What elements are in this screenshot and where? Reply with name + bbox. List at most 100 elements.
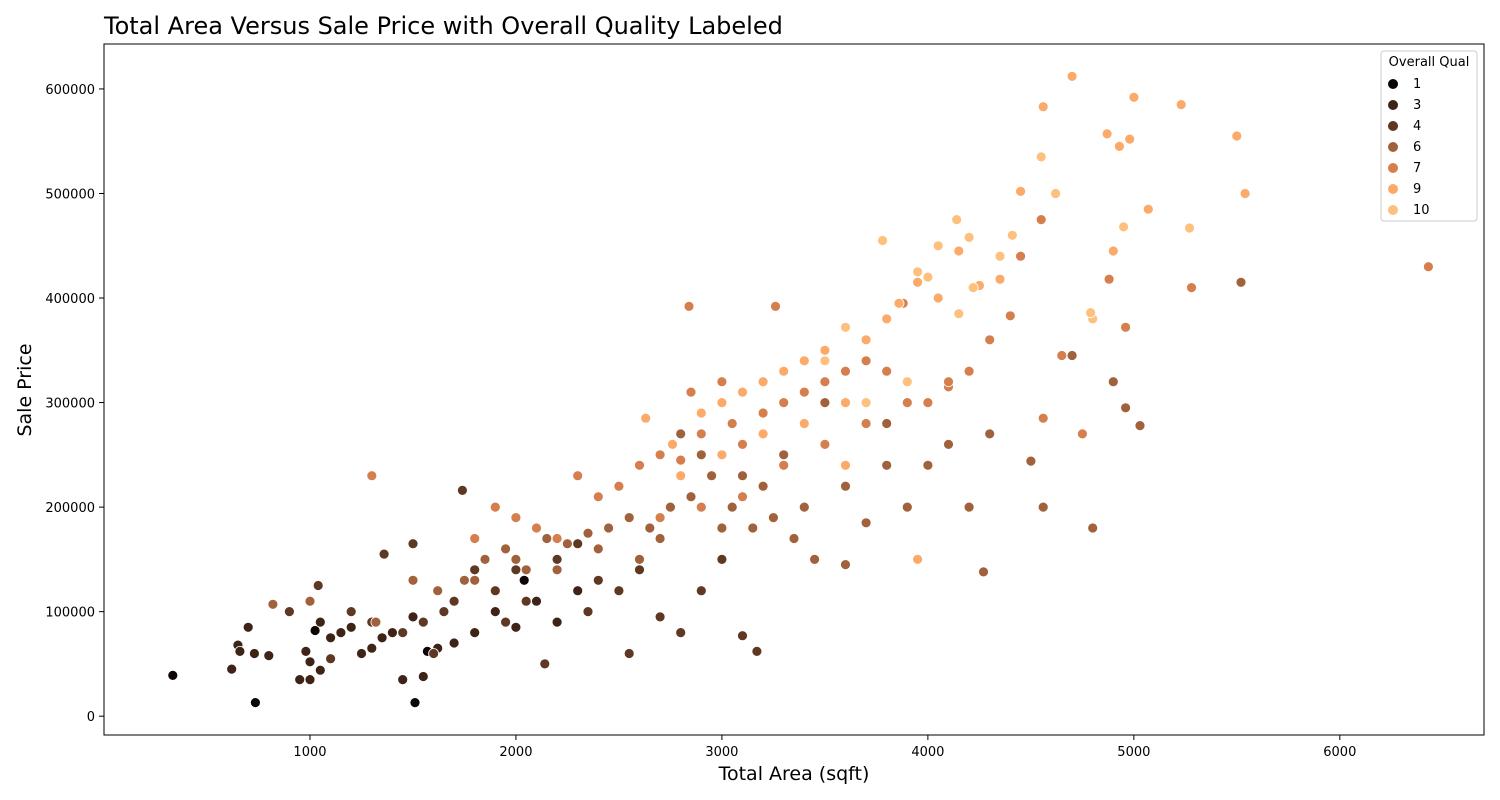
data-point-qual-6: [1134, 420, 1146, 432]
data-point-qual-3: [510, 621, 522, 633]
data-point-qual-3: [551, 616, 563, 628]
y-axis-ticks: 0 100000 200000 300000 400000 500000 600000: [45, 83, 104, 725]
data-points: [167, 71, 1434, 708]
data-point-qual-10: [877, 235, 888, 246]
data-point-qual-9: [798, 355, 810, 367]
data-point-qual-9: [819, 344, 831, 356]
data-point-qual-7: [675, 454, 687, 466]
legend-label-qual-9: 9: [1413, 182, 1421, 197]
data-point-qual-9: [994, 273, 1006, 285]
legend-label-qual-7: 7: [1413, 161, 1421, 176]
legend-marker-qual-3: [1388, 100, 1398, 110]
data-point-qual-7: [1423, 261, 1434, 273]
data-point-qual-9: [695, 407, 707, 419]
data-point-qual-4: [500, 616, 512, 628]
data-point-qual-3: [294, 674, 306, 685]
data-point-qual-7: [489, 501, 501, 513]
data-point-qual-3: [300, 646, 312, 657]
data-point-qual-4: [695, 585, 707, 597]
data-point-qual-9: [675, 470, 687, 482]
data-point-qual-3: [242, 621, 254, 633]
data-point-qual-6: [458, 574, 470, 586]
data-point-qual-6: [304, 595, 316, 607]
data-point-qual-4: [407, 538, 419, 550]
chart-title: Total Area Versus Sale Price with Overal…: [103, 12, 783, 40]
data-point-qual-6: [840, 559, 851, 570]
legend-title: Overall Qual: [1389, 55, 1470, 70]
legend-marker-qual-9: [1388, 184, 1398, 194]
data-point-qual-7: [1103, 273, 1115, 285]
data-point-qual-9: [1239, 188, 1251, 199]
data-point-qual-7: [654, 449, 666, 461]
data-point-qual-4: [489, 585, 501, 597]
legend-marker-qual-1: [1388, 79, 1398, 89]
data-point-qual-6: [1235, 276, 1247, 288]
data-point-qual-4: [345, 606, 357, 617]
data-point-qual-7: [551, 533, 563, 544]
data-point-qual-4: [438, 606, 450, 617]
data-point-qual-6: [716, 522, 728, 534]
data-point-qual-6: [840, 480, 851, 492]
data-point-qual-9: [667, 438, 678, 450]
y-axis-label: Sale Price: [14, 343, 36, 436]
data-point-qual-7: [881, 365, 893, 377]
data-point-qual-6: [1037, 501, 1049, 513]
data-point-qual-10: [1035, 151, 1047, 163]
data-point-qual-6: [644, 522, 656, 534]
data-point-qual-3: [469, 627, 481, 638]
data-point-qual-10: [932, 240, 944, 252]
data-point-qual-10: [1050, 188, 1061, 199]
data-point-qual-3: [226, 663, 238, 675]
data-point-qual-7: [613, 480, 625, 492]
y-tick-label: 100000: [45, 606, 95, 621]
data-point-qual-4: [520, 595, 532, 607]
data-point-qual-6: [520, 564, 532, 576]
data-point-qual-6: [510, 554, 522, 565]
x-axis-ticks: 1000 2000 3000 4000 5000 6000: [293, 735, 1356, 760]
y-tick-label: 500000: [45, 187, 95, 202]
data-point-qual-9: [1101, 128, 1113, 140]
data-point-qual-7: [860, 418, 872, 429]
data-point-qual-4: [675, 627, 687, 638]
legend-label-qual-4: 4: [1413, 119, 1421, 134]
data-point-qual-7: [901, 397, 913, 409]
data-point-qual-10: [860, 397, 872, 409]
data-point-qual-6: [943, 438, 954, 450]
data-point-qual-7: [1004, 310, 1016, 322]
legend-marker-qual-4: [1388, 121, 1398, 131]
data-point-qual-3: [304, 656, 316, 668]
data-point-qual-7: [778, 459, 790, 471]
data-point-qual-6: [634, 554, 645, 565]
data-point-qual-6: [665, 501, 676, 513]
data-point-qual-6: [469, 574, 481, 586]
data-point-qual-6: [798, 501, 810, 513]
data-point-qual-6: [500, 543, 512, 555]
x-tick-label: 5000: [1117, 745, 1150, 760]
data-point-qual-4: [456, 484, 468, 496]
data-point-qual-10: [1184, 222, 1195, 234]
data-point-qual-10: [819, 355, 831, 367]
data-point-qual-6: [432, 585, 444, 597]
data-point-qual-6: [922, 459, 934, 471]
data-point-qual-9: [860, 334, 872, 346]
y-tick-label: 400000: [45, 292, 95, 307]
data-point-qual-4: [613, 585, 625, 597]
data-point-qual-7: [757, 407, 769, 419]
data-point-qual-3: [376, 632, 388, 644]
data-point-qual-1: [309, 625, 321, 636]
data-point-qual-6: [541, 533, 553, 544]
x-tick-label: 3000: [705, 745, 738, 760]
data-point-qual-9: [912, 554, 923, 565]
data-point-qual-6: [984, 428, 996, 440]
data-point-qual-7: [984, 334, 996, 346]
data-point-qual-9: [1124, 133, 1136, 145]
data-point-qual-7: [840, 365, 851, 377]
data-point-qual-9: [1128, 91, 1140, 103]
data-point-qual-10: [922, 271, 934, 283]
data-point-qual-6: [479, 554, 491, 565]
data-point-qual-6: [768, 512, 779, 523]
data-point-qual-9: [1175, 99, 1187, 110]
data-point-qual-3: [407, 611, 419, 623]
data-point-qual-4: [582, 606, 594, 617]
data-point-qual-6: [757, 480, 769, 492]
